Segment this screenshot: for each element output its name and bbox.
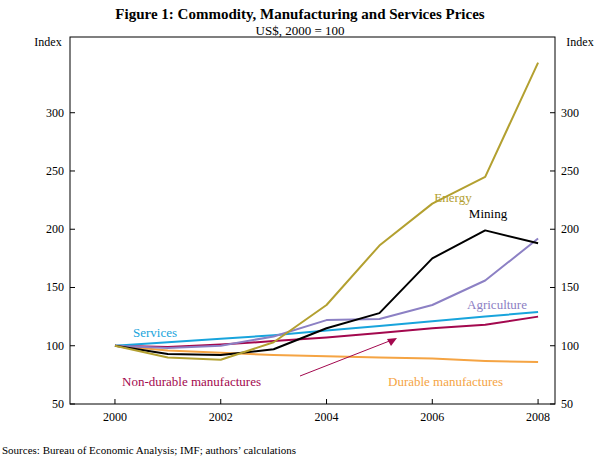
x-tick-label: 2006 — [420, 410, 444, 424]
series-line — [115, 230, 538, 355]
y-tick — [70, 345, 75, 346]
y-tick-label: 50 — [52, 397, 64, 411]
source-note: Sources: Bureau of Economic Analysis; IM… — [2, 444, 296, 456]
subtitle: US$, 2000 = 100 — [256, 23, 345, 38]
series-label: Durable manufactures — [388, 374, 503, 389]
y-tick-label: 200 — [46, 222, 64, 236]
y2-tick-label: 150 — [561, 280, 579, 294]
y-tick-label: 300 — [46, 106, 64, 120]
x-tick-label: 2004 — [315, 410, 339, 424]
x-tick-label: 2000 — [103, 410, 127, 424]
y-tick — [70, 112, 75, 113]
series-label: Agriculture — [467, 297, 527, 312]
y2-tick — [550, 345, 555, 346]
series-label: Energy — [434, 190, 472, 205]
series-line — [115, 239, 538, 349]
x-tick — [220, 399, 221, 404]
series-label: Services — [133, 325, 177, 340]
arrow-head — [387, 338, 397, 346]
x-tick — [326, 399, 327, 404]
x-tick-label: 2002 — [209, 410, 233, 424]
y2-axis-label: Index — [566, 35, 593, 49]
chart: Figure 1: Commodity, Manufacturing and S… — [0, 0, 600, 459]
y2-tick-label: 100 — [561, 339, 579, 353]
y-tick — [70, 287, 75, 288]
label-arrow — [300, 340, 392, 376]
y-axis-label: Index — [34, 35, 61, 49]
x-tick — [538, 399, 539, 404]
series-label: Mining — [469, 206, 508, 221]
plot-frame — [70, 37, 555, 404]
y-tick-label: 100 — [46, 339, 64, 353]
y2-tick — [550, 287, 555, 288]
y2-tick-label: 200 — [561, 222, 579, 236]
x-tick — [114, 399, 115, 404]
y-tick-label: 150 — [46, 280, 64, 294]
series-line — [115, 63, 538, 360]
y-tick — [70, 170, 75, 171]
title: Figure 1: Commodity, Manufacturing and S… — [115, 6, 484, 22]
y-tick — [70, 404, 75, 405]
y2-tick-label: 50 — [561, 397, 573, 411]
y2-tick — [550, 170, 555, 171]
y-tick-label: 250 — [46, 164, 64, 178]
series-label: Non-durable manufactures — [122, 374, 261, 389]
series-group — [115, 63, 538, 362]
y2-tick — [550, 229, 555, 230]
y2-tick-label: 300 — [561, 106, 579, 120]
y2-tick-label: 250 — [561, 164, 579, 178]
y2-tick — [550, 112, 555, 113]
y-tick — [70, 229, 75, 230]
y2-tick — [550, 404, 555, 405]
x-tick-label: 2008 — [526, 410, 550, 424]
x-tick — [432, 399, 433, 404]
